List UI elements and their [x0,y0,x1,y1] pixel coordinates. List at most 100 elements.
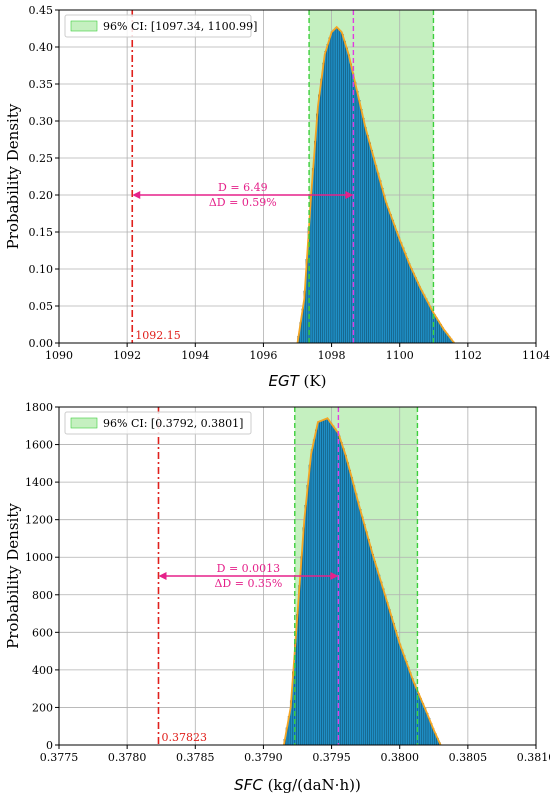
histogram-bar [375,567,379,746]
histogram-bar [304,505,308,746]
y-tick-label: 0 [46,739,53,752]
y-axis-label: Probability Density [4,103,22,249]
histogram-bar [366,134,369,344]
histogram-bar [349,63,353,344]
histogram-bar [298,585,301,746]
x-axis-label: EGT (K) [269,372,327,390]
y-tick-label: 0.05 [29,300,54,313]
distance-arrow-head-left [132,191,141,199]
histogram-bar [410,268,413,344]
histogram-bar [330,31,334,344]
histogram-bar [403,252,407,344]
histogram-bar [399,242,403,344]
histogram-bar [408,263,411,344]
histogram-bar [395,231,398,344]
histogram-bar [360,109,363,344]
x-tick-label: 0.3775 [40,751,79,764]
histogram-bar [342,448,345,746]
x-tick-label: 1094 [181,349,209,362]
histogram-bar [369,546,372,746]
histogram-bar [341,34,344,344]
histogram-bar [320,78,323,344]
histogram-bar [405,258,409,344]
histogram-bar [412,272,415,344]
histogram-bar [324,51,327,344]
histogram-bar [347,54,350,344]
histogram-bar [400,649,404,746]
x-tick-label: 1104 [522,349,550,362]
histogram-bar [332,29,336,344]
histogram-bar [379,581,383,746]
histogram-bar [321,420,324,746]
x-tick-label: 0.3795 [312,751,351,764]
histogram-bar [398,643,402,746]
histogram-bar [322,62,325,344]
x-axis-label-variable: EGT [269,372,301,390]
histogram-bar [354,493,358,746]
histogram-bar [420,290,424,344]
x-axis-label-variable: SFC [234,776,263,794]
y-tick-label: 1000 [25,551,53,564]
histogram-bar [422,294,426,344]
y-tick-label: 0.00 [29,337,54,350]
y-tick-label: 0.40 [29,41,54,54]
histogram-bar [348,469,351,746]
y-axis-label: Probability Density [4,503,22,649]
legend-swatch [70,417,98,429]
x-tick-label: 1102 [454,349,482,362]
histogram-bar [328,37,332,344]
histogram-bar [392,623,395,746]
y-tick-label: 600 [32,626,53,639]
relative-distance-label: ΔD = 0.59% [209,196,277,209]
histogram-bar [424,298,428,344]
legend-swatch [70,20,98,32]
histogram-bar [402,655,406,746]
histogram-bar [318,94,321,344]
histogram-bar [363,524,366,746]
y-tick-label: 0.20 [29,189,54,202]
histogram-bar [386,602,389,746]
histogram-bar [389,214,392,344]
x-axis-label-unit: (kg/(daN·h)) [263,776,361,794]
legend-label: 96% CI: [1097.34, 1100.99] [103,20,257,33]
histogram-bar [346,462,349,746]
relative-distance-label: ΔD = 0.35% [214,577,282,590]
histogram-bar [368,142,371,344]
legend-box [64,411,252,435]
histogram-bar [353,81,357,344]
reference-label: 0.37823 [161,731,207,744]
histogram-bar [413,683,416,746]
axes-frame [58,9,537,344]
histogram-bar [370,150,373,344]
y-tick-label: 1800 [25,401,53,414]
distance-label: D = 6.49 [218,181,268,194]
y-tick-label: 0.10 [29,263,54,276]
x-tick-label: 0.3805 [449,751,488,764]
histogram-bar [378,180,382,344]
histogram-bar [329,422,333,746]
x-tick-label: 0.3780 [108,751,147,764]
histogram-bar [326,44,330,344]
legend-box [64,14,252,38]
histogram-bar [377,574,381,746]
histogram-bar [306,484,310,746]
histogram-bar [376,172,380,344]
histogram-bar [361,516,364,746]
histogram-bar [435,317,438,344]
axes-frame [58,406,537,746]
x-axis-label-unit: (K) [299,372,327,390]
plot-area [59,10,536,343]
histogram-bar [364,127,367,344]
histogram-bar [357,100,361,344]
histogram-bar [314,140,317,344]
histogram-bar [390,616,393,746]
histogram-bar [302,527,305,746]
y-tick-label: 1400 [25,476,53,489]
histogram-bar [385,202,388,344]
histogram-bar [310,449,314,746]
y-tick-label: 400 [32,664,53,677]
histogram-bar [421,703,425,746]
distance-label: D = 0.0013 [217,562,281,575]
